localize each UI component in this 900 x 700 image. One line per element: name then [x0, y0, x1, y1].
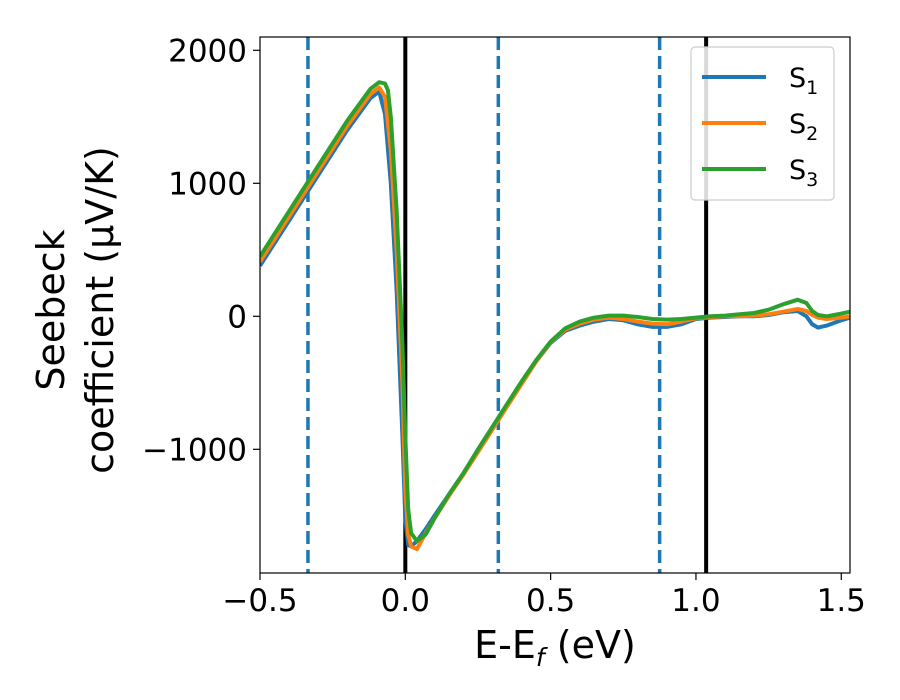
x-axis-title-unit: (eV) — [545, 623, 636, 667]
x-tick-label: 1.5 — [817, 583, 866, 619]
x-tick-label: −0.5 — [222, 583, 297, 619]
x-tick-label: 1.0 — [671, 583, 720, 619]
y-tick-label: 0 — [227, 299, 247, 335]
legend-label-S1: S1 — [789, 63, 818, 99]
y-tick-label: 2000 — [168, 33, 247, 69]
plot-frame — [259, 36, 851, 574]
y-axis-title: Seebeck coefficient (μV/K) — [29, 146, 122, 474]
legend-label-S3: S3 — [789, 155, 818, 191]
y-axis-title-line1: Seebeck — [29, 229, 73, 390]
y-tick-label: −1000 — [142, 432, 247, 468]
y-axis-title-line2: coefficient (μV/K) — [78, 146, 122, 474]
x-axis-title-main: E-E — [474, 623, 536, 667]
y-tick-label: 1000 — [168, 166, 247, 202]
series-line-S3 — [260, 80, 850, 544]
x-tick-label: 0.0 — [381, 583, 430, 619]
legend-label-S2: S2 — [789, 109, 818, 145]
x-axis-title: E-Ef (eV) — [474, 623, 636, 672]
x-tick-label: 0.5 — [526, 583, 575, 619]
